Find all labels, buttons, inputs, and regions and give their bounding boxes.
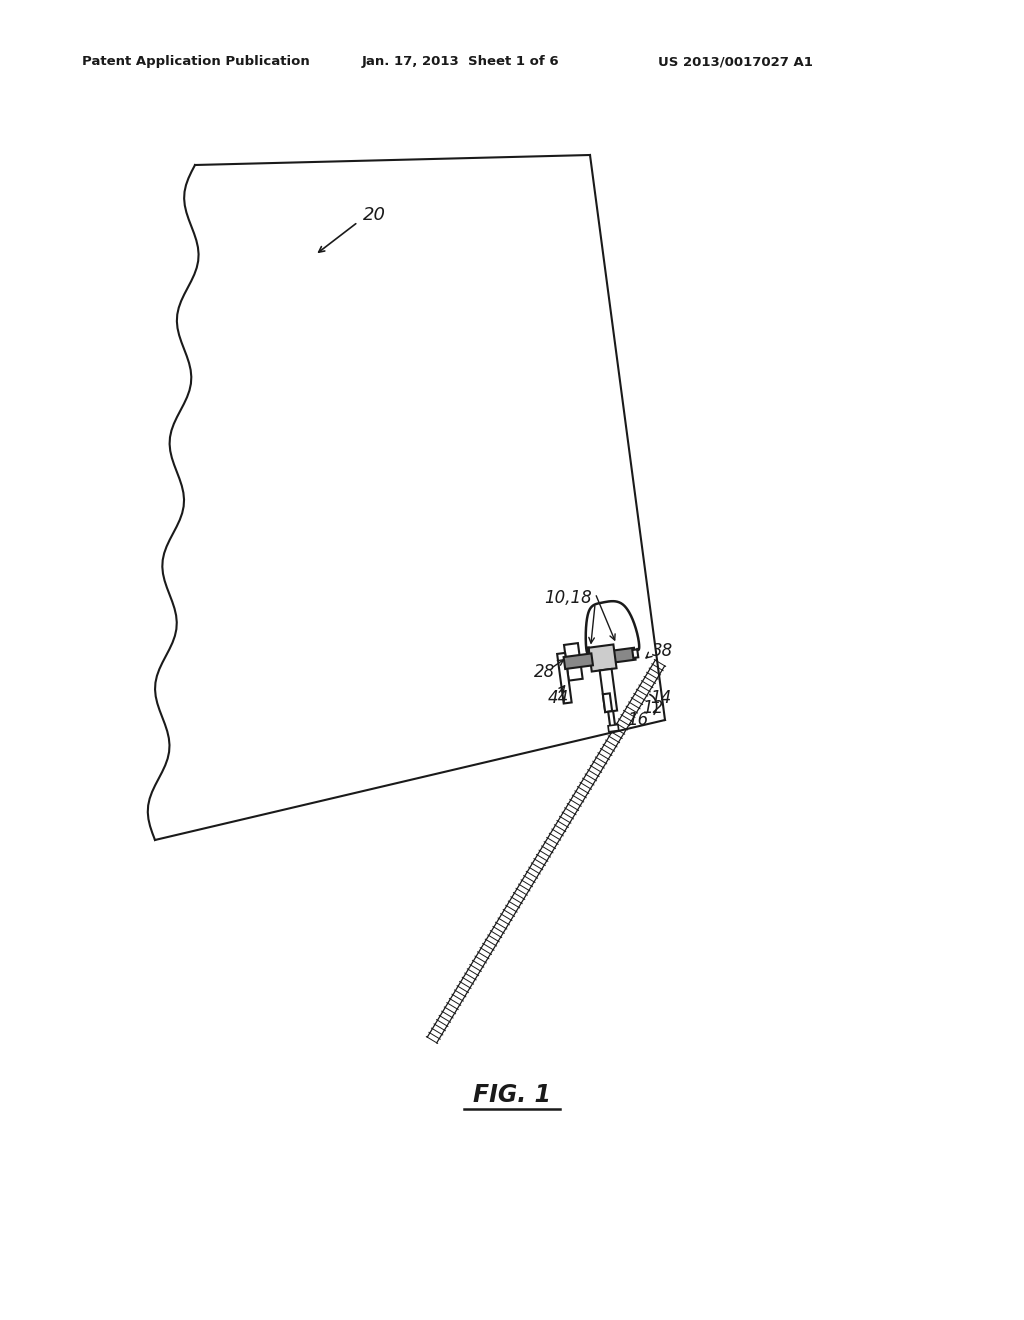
Polygon shape <box>608 711 615 727</box>
Polygon shape <box>589 644 616 672</box>
Text: Patent Application Publication: Patent Application Publication <box>82 55 309 69</box>
Text: 12: 12 <box>642 700 664 717</box>
Polygon shape <box>612 648 636 663</box>
Text: 10,18: 10,18 <box>545 589 592 607</box>
Text: FIG. 1: FIG. 1 <box>473 1082 551 1107</box>
Text: 44: 44 <box>548 689 568 708</box>
Polygon shape <box>608 725 618 731</box>
Text: 28: 28 <box>535 664 555 681</box>
Polygon shape <box>557 653 571 704</box>
Text: 16: 16 <box>628 711 648 729</box>
Polygon shape <box>632 649 638 657</box>
Polygon shape <box>563 653 593 669</box>
Text: 38: 38 <box>651 642 673 660</box>
Text: 14: 14 <box>650 689 672 706</box>
Text: US 2013/0017027 A1: US 2013/0017027 A1 <box>658 55 813 69</box>
Polygon shape <box>564 643 583 681</box>
Text: 20: 20 <box>362 206 386 224</box>
Polygon shape <box>600 669 617 711</box>
Text: Jan. 17, 2013  Sheet 1 of 6: Jan. 17, 2013 Sheet 1 of 6 <box>362 55 560 69</box>
Polygon shape <box>603 693 612 711</box>
